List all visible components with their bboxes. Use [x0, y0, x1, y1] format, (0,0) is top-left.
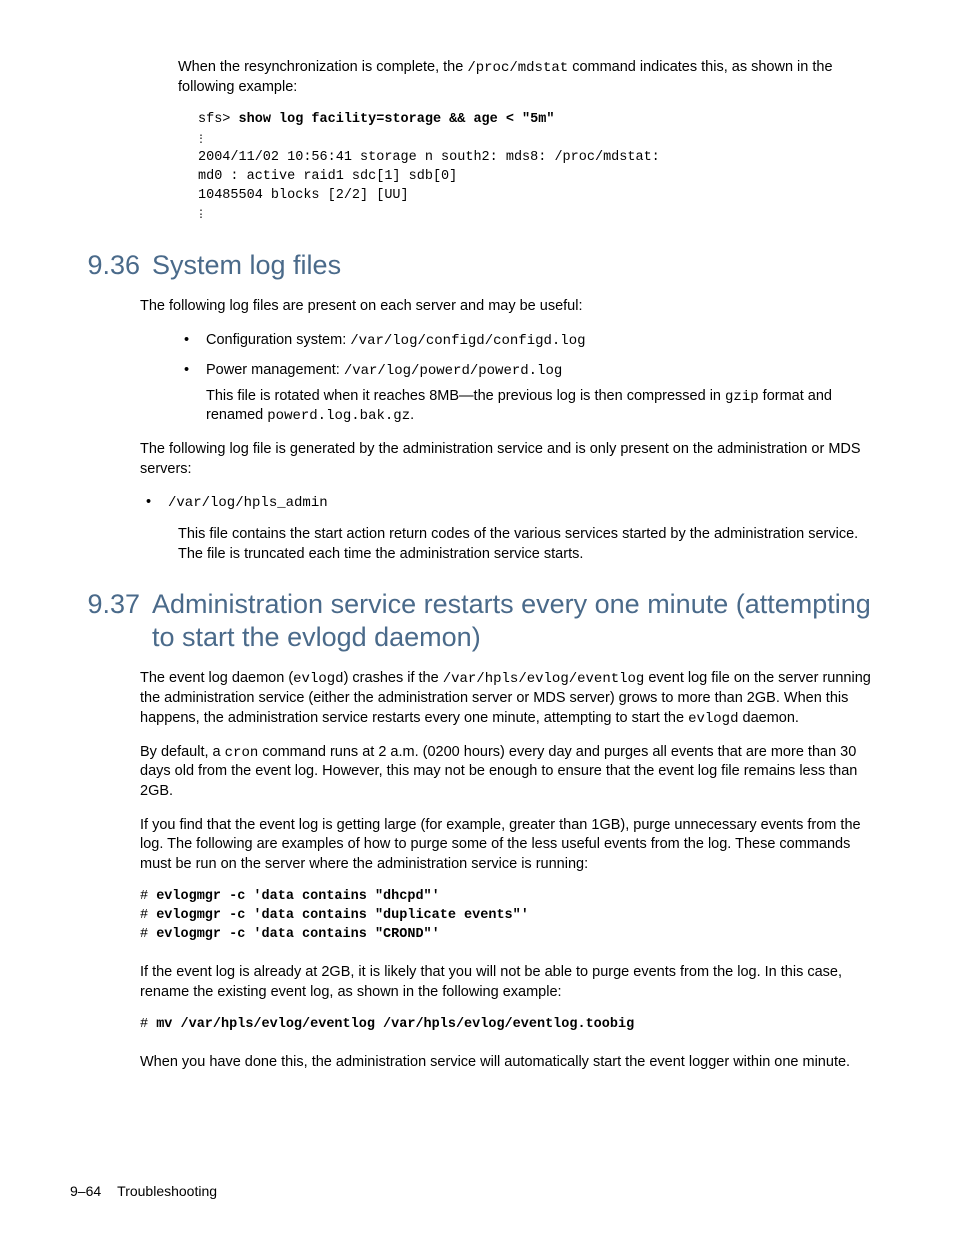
list-item-sub: This file is rotated when it reaches 8MB… — [206, 387, 884, 427]
prompt: # — [140, 1017, 156, 1032]
list-item: Configuration system: /var/log/configd/c… — [178, 331, 884, 351]
bullet-list: Configuration system: /var/log/configd/c… — [178, 331, 884, 427]
text: Configuration system: — [206, 332, 350, 348]
paragraph: The following log file is generated by t… — [140, 440, 884, 479]
list-item-sub: This file contains the start action retu… — [178, 525, 884, 564]
prompt: # — [140, 927, 156, 942]
code-block-2: # evlogmgr -c 'data contains "dhcpd"' # … — [140, 888, 884, 945]
paragraph: The following log files are present on e… — [140, 297, 884, 317]
paragraph: By default, a cron command runs at 2 a.m… — [140, 743, 884, 802]
list-item: /var/log/hpls_admin This file contains t… — [140, 493, 884, 564]
code-inline: /proc/mdstat — [467, 60, 568, 76]
command: evlogmgr -c 'data contains "CROND"' — [156, 927, 440, 942]
text: ) crashes if the — [344, 670, 443, 686]
code-inline: /var/log/configd/configd.log — [350, 333, 585, 349]
heading-title: Administration service restarts every on… — [152, 588, 884, 653]
code-line: 2004/11/02 10:56:41 storage n south2: md… — [198, 150, 660, 165]
prompt: sfs> — [198, 112, 239, 127]
code-inline: evlogd — [688, 711, 738, 727]
code-inline: /var/log/hpls_admin — [168, 495, 328, 511]
page-footer: 9–64 Troubleshooting — [70, 1183, 217, 1199]
heading-9-37: 9.37 Administration service restarts eve… — [70, 588, 884, 653]
code-inline: evlogd — [293, 671, 343, 687]
command: mv /var/hpls/evlog/eventlog /var/hpls/ev… — [156, 1017, 634, 1032]
vdots-icon: ... — [198, 208, 204, 219]
command: evlogmgr -c 'data contains "duplicate ev… — [156, 908, 529, 923]
paragraph: If you find that the event log is gettin… — [140, 816, 884, 875]
intro-paragraph: When the resynchronization is complete, … — [178, 58, 884, 97]
code-block-1: sfs> show log facility=storage && age < … — [198, 111, 884, 224]
code-block-3: # mv /var/hpls/evlog/eventlog /var/hpls/… — [140, 1016, 884, 1035]
text: The event log daemon ( — [140, 670, 293, 686]
prompt: # — [140, 889, 156, 904]
code-inline: gzip — [725, 389, 759, 405]
code-inline: powerd.log.bak.gz — [267, 408, 410, 424]
heading-number: 9.36 — [70, 250, 140, 281]
heading-9-36: 9.36 System log files — [70, 249, 884, 281]
code-line: md0 : active raid1 sdc[1] sdb[0] — [198, 169, 457, 184]
code-inline: /var/hpls/evlog/eventlog — [443, 671, 645, 687]
bullet-list: /var/log/hpls_admin This file contains t… — [140, 493, 884, 564]
prompt: # — [140, 908, 156, 923]
command: evlogmgr -c 'data contains "dhcpd"' — [156, 889, 440, 904]
list-item: Power management: /var/log/powerd/powerd… — [178, 361, 884, 427]
text: When the resynchronization is complete, … — [178, 59, 467, 75]
text: daemon. — [738, 710, 798, 726]
footer-section: Troubleshooting — [117, 1183, 217, 1199]
heading-number: 9.37 — [70, 589, 140, 620]
code-inline: /var/log/powerd/powerd.log — [344, 363, 562, 379]
page-number: 9–64 — [70, 1183, 101, 1199]
command: show log facility=storage && age < "5m" — [239, 112, 555, 127]
text: Power management: — [206, 362, 344, 378]
paragraph: The event log daemon (evlogd) crashes if… — [140, 669, 884, 728]
text: By default, a — [140, 744, 225, 760]
code-line: 10485504 blocks [2/2] [UU] — [198, 188, 409, 203]
paragraph: If the event log is already at 2GB, it i… — [140, 963, 884, 1002]
vdots-icon: ... — [198, 133, 204, 144]
text: . — [410, 407, 414, 423]
heading-title: System log files — [152, 249, 341, 281]
paragraph: When you have done this, the administrat… — [140, 1053, 884, 1073]
text: This file is rotated when it reaches 8MB… — [206, 388, 725, 404]
code-inline: cron — [225, 745, 259, 761]
